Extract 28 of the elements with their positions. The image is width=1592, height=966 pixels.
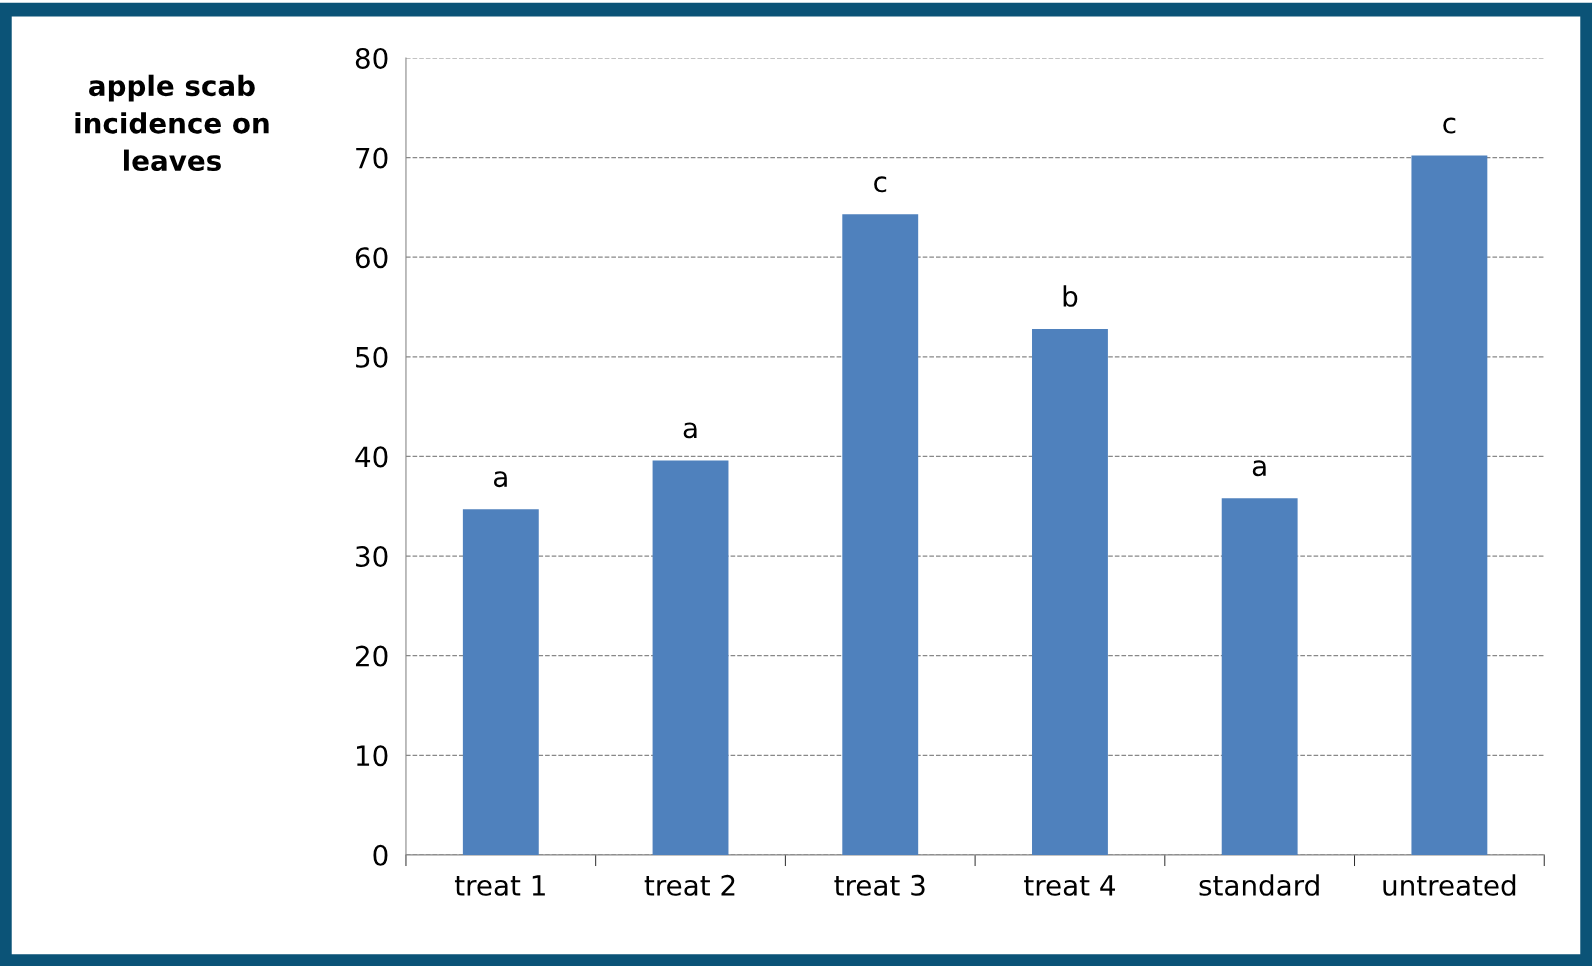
y-tick-label: 60 xyxy=(355,247,388,269)
y-axis-title: apple scab incidence on leaves xyxy=(75,74,269,172)
y-tick-label: 50 xyxy=(356,346,388,368)
bar xyxy=(1411,155,1488,855)
y-tick-label: 40 xyxy=(355,446,388,468)
y-tick-label: 20 xyxy=(355,645,388,667)
y-tick-label: 30 xyxy=(356,545,388,567)
annotation: a xyxy=(1252,460,1266,477)
annotation: c xyxy=(874,176,887,193)
bar xyxy=(652,460,729,855)
bar xyxy=(842,214,919,855)
y-tick-label: 80 xyxy=(355,47,388,69)
bar xyxy=(1032,328,1108,855)
y-tick-label: 70 xyxy=(356,147,388,169)
y-tick-label: 10 xyxy=(357,745,388,767)
annotation: c xyxy=(1443,117,1456,134)
bar xyxy=(1221,498,1298,855)
annotation: a xyxy=(683,422,697,439)
x-tick-label: treat 2 xyxy=(644,874,735,896)
annotation: b xyxy=(1063,285,1078,307)
x-tick-label: treat 4 xyxy=(1024,875,1115,896)
y-tick-label: 0 xyxy=(373,844,388,866)
x-tick-label: standard xyxy=(1199,874,1319,896)
annotation: a xyxy=(493,471,507,488)
bar xyxy=(462,509,539,855)
x-tick-label: untreated xyxy=(1383,874,1516,896)
x-tick-label: treat 1 xyxy=(454,875,545,896)
x-tick-label: treat 3 xyxy=(834,874,925,896)
